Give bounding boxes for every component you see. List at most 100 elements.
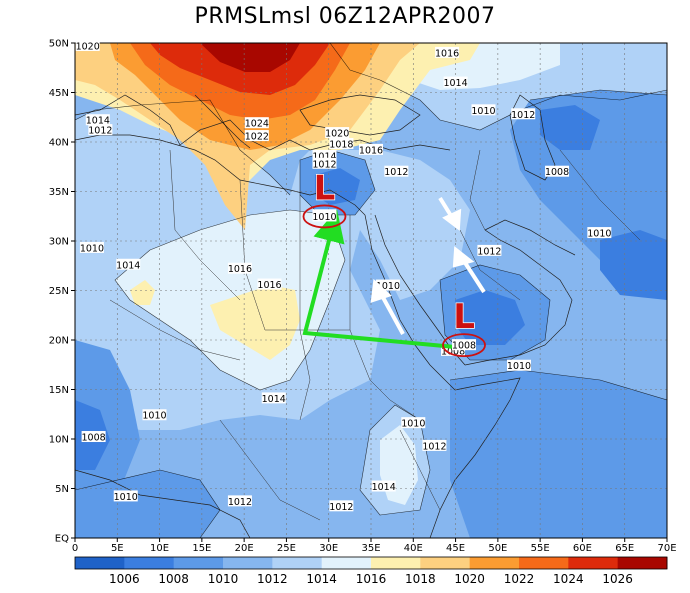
field-1010-south [75,470,220,538]
contour-label: 1014 [372,480,396,493]
low-centers: L 1010 L 1008 [302,168,486,358]
contour-label: 1008 [82,431,106,444]
coast-caspian [509,94,556,181]
lon-tick-label: 0 [72,543,78,554]
contour-label-text: 1012 [329,502,353,513]
contour-label: 1020 [76,39,100,52]
colorbar-swatch [173,557,224,569]
contour-label-text: 1008 [82,433,106,444]
contour-label-bg [507,359,531,371]
lon-tick-label: 35E [361,543,380,554]
contour-label: 1010 [79,241,104,254]
low-value: 1008 [452,341,476,352]
contour-label-bg [116,258,141,270]
flow-arrow-1 [378,291,405,335]
contour-label-bg [441,344,466,356]
contour-label-bg [545,165,570,177]
lon-tick-label: 45E [446,543,465,554]
contour-label: 1014 [116,258,141,271]
contour-label-text: 1012 [511,110,535,121]
contour-label: 1016 [435,46,460,59]
contour-label-bg [81,431,106,443]
contour-label-text: 1016 [228,264,252,275]
colorbar-swatch [617,557,668,569]
colorbar-swatch [272,557,323,569]
longitude-axis: 0 5E 10E 15E 20E 25E 30E 35E 40E 45E 50E 55E 60E 65E 7… [72,538,677,554]
contour-label-bg [477,244,502,256]
coast-arabia [464,229,573,366]
colorbar-swatch [124,557,175,569]
lat-tick-label: 20N [49,336,69,347]
contour-label-bg [325,127,350,139]
contour-label-bg [329,137,354,149]
contour-label: 1016 [257,278,282,291]
contour-label-bg [359,143,383,155]
isobar-b [114,209,346,391]
contour-label-text: 1012 [228,497,252,508]
lon-tick-label: 25E [277,543,296,554]
colorbar-label: 1026 [602,572,633,586]
field-1008-arabia [455,290,525,345]
contour-label-bg [79,241,104,253]
contour-label: 1024 [245,117,269,130]
contour-label-bg [244,130,269,142]
lat-tick-label: 50N [49,39,69,50]
colorbar-swatch [420,557,471,569]
contour-label-text: 1012 [422,441,446,452]
lat-tick-label: 10N [49,435,69,446]
low-center: L 1008 [442,296,486,358]
map-title: PRMSLmsl 06Z12APR2007 [194,4,496,29]
latitude-axis: 50N 45N 40N 35N 30N 25N 20N 15N 10N 5N EQ [49,39,75,545]
low-value-bg [312,210,337,222]
lon-tick-label: 5E [111,543,124,554]
field-1028 [200,43,300,72]
isobar-a [75,99,291,196]
contour-label-bg [312,157,337,169]
contour-label-text: 1010 [471,106,495,117]
contour-label-text: 1012 [312,159,336,170]
contour-label-text: 1014 [372,482,396,493]
low-value-bg [452,339,477,351]
contour-label-text: 1012 [384,167,408,178]
contour-label-bg [142,409,167,421]
isobar-f [359,404,431,516]
contour-label-bg [401,417,426,429]
contour-label-text: 1010 [114,492,138,503]
contour-label: 1014 [262,392,286,405]
border-9 [459,229,521,301]
contour-label-bg [329,500,354,512]
coast-horn [429,377,521,538]
border-12 [219,419,321,521]
field-1008-libya [315,168,360,205]
colorbar-frame [74,556,668,570]
colorbar-swatch [469,557,520,569]
contour-label: 1016 [359,143,383,156]
contour-label-text: 1014 [262,394,286,405]
contour-label-text: 1014 [443,78,467,89]
contour-label-text: 1018 [329,139,353,150]
flow-arrow-1-head [370,278,392,303]
contour-label-bg [435,46,460,58]
lat-tick-label: 35N [49,187,69,198]
border-1 [169,149,241,301]
border-10 [559,149,641,241]
contour-label-bg [422,439,447,451]
low-value-ring [302,204,347,229]
contour-label: 1010 [587,227,611,240]
contour-label-text: 1024 [245,119,269,130]
low-value-ring [442,333,486,358]
contour-label-bg [257,278,282,290]
lat-tick-label: 15N [49,385,69,396]
colorbar-label: 1006 [109,572,140,586]
contour-label: 1012 [88,124,112,137]
contour-label: 1012 [477,244,502,257]
contour-label: 1008 [441,344,466,357]
low-track [302,209,456,349]
field-1018-sahara [210,285,300,360]
lat-tick-label: 45N [49,88,69,99]
colorbar-swatch [568,557,619,569]
colorbar-label: 1014 [306,572,337,586]
flow-arrows [370,196,486,335]
